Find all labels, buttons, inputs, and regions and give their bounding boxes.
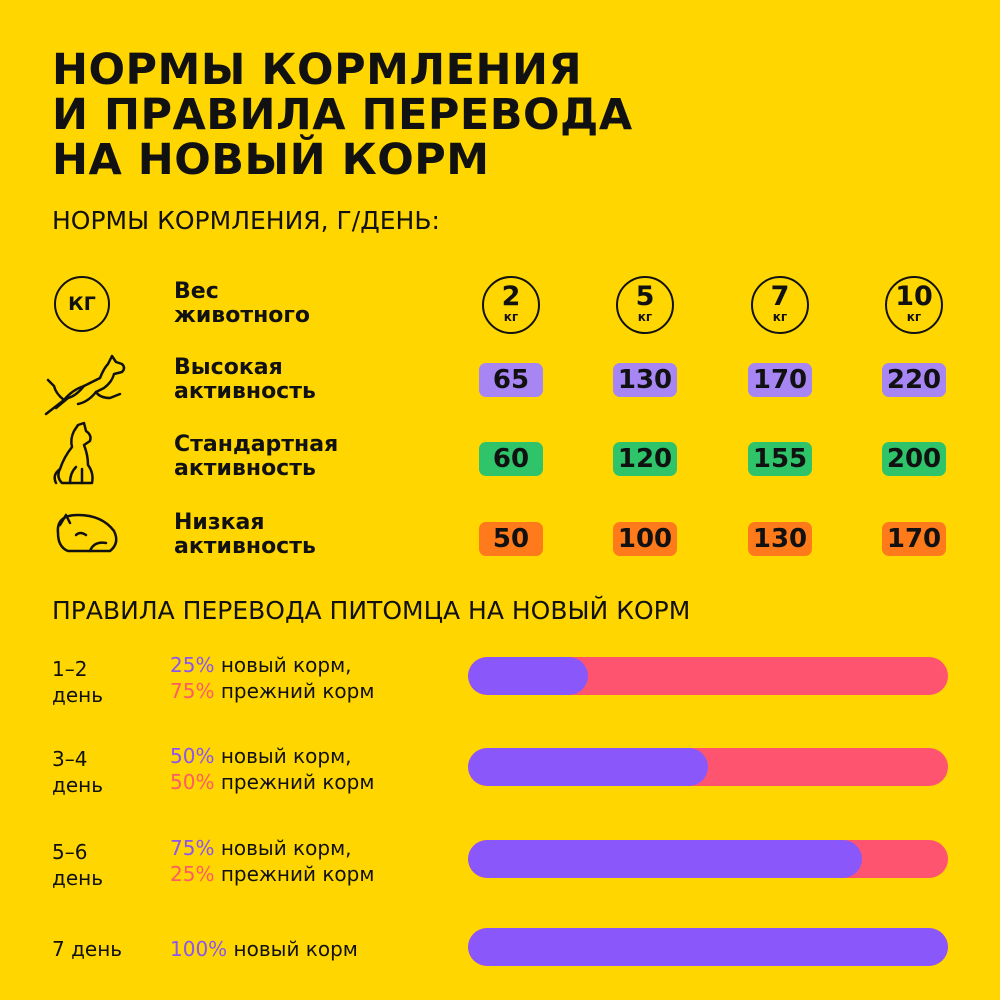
portion-value: 220	[882, 363, 946, 397]
weight-label-line-1: Вес	[174, 279, 219, 304]
title-line-1: НОРМЫ КОРМЛЕНИЯ	[52, 45, 583, 95]
new-food-text: новый корм	[233, 937, 358, 961]
activity-label-line-2: активность	[174, 456, 316, 481]
transition-heading: ПРАВИЛА ПЕРЕВОДА ПИТОМЦА НА НОВЫЙ КОРМ	[52, 596, 691, 625]
kg-icon: КГ	[54, 276, 110, 332]
activity-row-high: Высокая активность 65 130 170 220	[0, 348, 1000, 418]
title-line-3: НА НОВЫЙ КОРМ	[52, 135, 490, 185]
portion-value: 170	[882, 522, 946, 556]
step-day-line-2: день	[52, 866, 103, 890]
ratio-bar	[468, 928, 948, 966]
activity-label-line-2: активность	[174, 379, 316, 404]
new-food-percent: 75%	[170, 836, 215, 860]
portion-value: 60	[479, 442, 543, 476]
weight-circle-2: 2 кг	[482, 276, 540, 334]
activity-label-line-1: Низкая	[174, 510, 265, 535]
jumping-dog-icon	[44, 354, 126, 416]
activity-label-line-2: активность	[174, 534, 316, 559]
activity-label-line-1: Стандартная	[174, 432, 339, 457]
old-food-percent: 25%	[170, 862, 215, 886]
weight-circle-7: 7 кг	[751, 276, 809, 334]
portion-value: 130	[748, 522, 812, 556]
new-food-percent: 100%	[170, 937, 228, 961]
step-day: 1–2 день	[52, 656, 103, 708]
portion-value: 200	[882, 442, 946, 476]
portion-value: 65	[479, 363, 543, 397]
page-title: НОРМЫ КОРМЛЕНИЯ И ПРАВИЛА ПЕРЕВОДА НА НО…	[52, 48, 952, 183]
weight-label-line-2: животного	[174, 303, 311, 328]
new-food-text: новый корм,	[220, 653, 352, 677]
new-food-text: новый корм,	[220, 836, 352, 860]
activity-label-standard: Стандартная активность	[174, 433, 338, 481]
title-line-2: И ПРАВИЛА ПЕРЕВОДА	[52, 90, 633, 140]
weight-unit: кг	[772, 310, 788, 324]
sitting-dog-icon	[53, 421, 94, 485]
step-description: 25% новый корм, 75% прежний корм	[170, 652, 374, 704]
old-food-percent: 50%	[170, 770, 215, 794]
step-day-line-2: день	[52, 773, 103, 797]
weight-value: 2	[501, 281, 521, 312]
new-food-fill	[468, 928, 948, 966]
new-food-percent: 25%	[170, 653, 215, 677]
activity-label-low: Низкая активность	[174, 511, 316, 559]
new-food-text: новый корм,	[220, 744, 352, 768]
step-description: 75% новый корм, 25% прежний корм	[170, 835, 374, 887]
weight-value: 7	[770, 281, 790, 312]
old-food-text: прежний корм	[220, 770, 375, 794]
step-day-line-1: 3–4	[52, 747, 88, 771]
weight-value: 10	[895, 281, 933, 312]
portion-value: 50	[479, 522, 543, 556]
portion-value: 130	[613, 363, 677, 397]
old-food-percent: 75%	[170, 679, 215, 703]
ratio-bar	[468, 748, 948, 786]
ratio-bar	[468, 840, 948, 878]
step-description: 100% новый корм	[170, 936, 358, 962]
weight-circle-5: 5 кг	[616, 276, 674, 334]
weight-value: 5	[635, 281, 655, 312]
portion-value: 170	[748, 363, 812, 397]
new-food-percent: 50%	[170, 744, 215, 768]
sleeping-dog-icon	[56, 513, 118, 553]
old-food-text: прежний корм	[220, 862, 375, 886]
step-day-line-1: 1–2	[52, 657, 88, 681]
new-food-fill	[468, 748, 708, 786]
weight-circle-10: 10 кг	[885, 276, 943, 334]
portion-value: 155	[748, 442, 812, 476]
portion-value: 100	[613, 522, 677, 556]
step-day-line-1: 5–6	[52, 840, 88, 864]
step-day: 3–4 день	[52, 746, 103, 798]
step-day-line-2: день	[52, 683, 103, 707]
step-description: 50% новый корм, 50% прежний корм	[170, 743, 374, 795]
weight-unit: кг	[906, 310, 922, 324]
feeding-heading: НОРМЫ КОРМЛЕНИЯ, Г/ДЕНЬ:	[52, 206, 440, 235]
weight-unit: кг	[503, 310, 519, 324]
activity-row-standard: Стандартная активность 60 120 155 200	[0, 421, 1000, 493]
activity-row-low: Низкая активность 50 100 130 170	[0, 503, 1000, 573]
kg-icon-label: КГ	[68, 293, 96, 315]
new-food-fill	[468, 840, 862, 878]
weight-unit: кг	[637, 310, 653, 324]
new-food-fill	[468, 657, 588, 695]
activity-label-high: Высокая активность	[174, 356, 316, 404]
step-day: 5–6 день	[52, 839, 103, 891]
portion-value: 120	[613, 442, 677, 476]
step-day-line-1: 7 день	[52, 937, 123, 961]
old-food-text: прежний корм	[220, 679, 375, 703]
step-day: 7 день	[52, 936, 122, 962]
ratio-bar	[468, 657, 948, 695]
activity-label-line-1: Высокая	[174, 355, 283, 380]
weight-label: Вес животного	[174, 280, 310, 328]
weight-header-row: КГ Вес животного 2 кг 5 кг 7 кг 10 кг	[0, 272, 1000, 336]
